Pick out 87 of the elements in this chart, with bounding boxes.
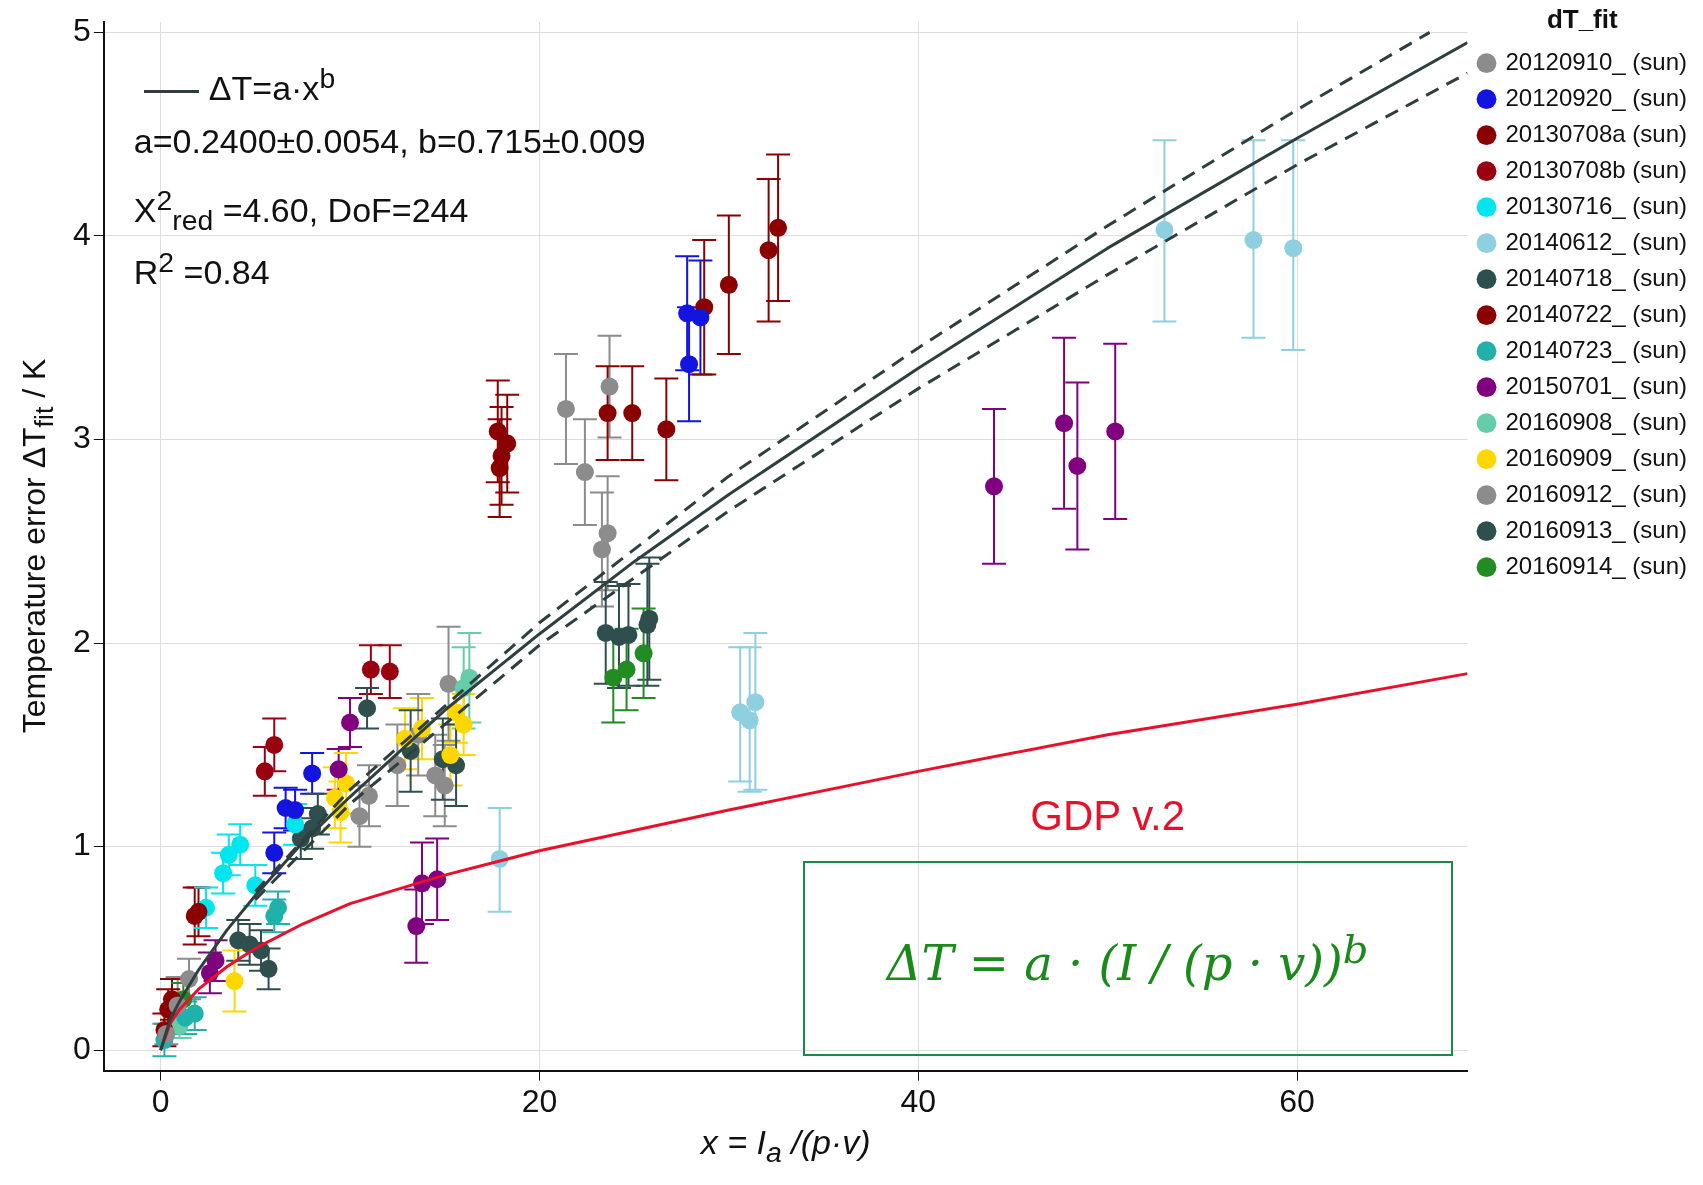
point bbox=[1068, 456, 1087, 475]
annotation: X$^{2}$$_{red}$ =4.60, DoF=244 bbox=[133, 184, 469, 238]
legend-label: 20160912_ (sun) bbox=[1505, 479, 1688, 507]
legend-label: 20150701_ (sun) bbox=[1505, 371, 1688, 399]
point bbox=[350, 807, 369, 826]
point bbox=[680, 355, 699, 374]
legend-label: 20140612_ (sun) bbox=[1505, 227, 1688, 255]
legend-label: 20120920_ (sun) bbox=[1505, 83, 1688, 111]
point bbox=[488, 422, 507, 441]
point bbox=[361, 660, 380, 679]
legend-label: 20140722_ (sun) bbox=[1505, 299, 1688, 327]
point bbox=[358, 699, 377, 718]
point bbox=[759, 241, 778, 260]
point bbox=[225, 972, 244, 991]
point bbox=[598, 404, 617, 423]
legend-label: 20130708a (sun) bbox=[1505, 119, 1688, 147]
x-axis-title: x = I$_{a}$ /(p·v) bbox=[700, 1122, 871, 1169]
y-tick-label: 4 bbox=[73, 215, 91, 252]
legend-label: 20140723_ (sun) bbox=[1505, 335, 1688, 363]
point bbox=[657, 420, 676, 439]
point bbox=[286, 801, 305, 820]
series-label: GDP v.2 bbox=[1030, 791, 1186, 839]
x-tick-label: 40 bbox=[900, 1082, 937, 1119]
x-tick-label: 20 bbox=[521, 1082, 558, 1119]
legend-title: dT_fit bbox=[1546, 4, 1618, 35]
point bbox=[1284, 239, 1303, 258]
legend-label: ΔT=a·x$^{b}$ bbox=[207, 62, 336, 109]
y-tick-label: 5 bbox=[73, 12, 91, 49]
point bbox=[359, 786, 378, 805]
y-tick-label: 2 bbox=[73, 622, 91, 659]
point bbox=[407, 917, 426, 936]
y-tick-label: 0 bbox=[73, 1030, 91, 1067]
x-tick-label: 0 bbox=[151, 1082, 170, 1119]
point bbox=[435, 776, 454, 795]
legend-label: 20140718_ (sun) bbox=[1505, 263, 1688, 291]
point bbox=[575, 463, 594, 482]
point bbox=[255, 762, 274, 781]
point bbox=[1155, 220, 1174, 239]
point bbox=[769, 218, 788, 237]
point bbox=[265, 735, 284, 754]
legend-label: 20130716_ (sun) bbox=[1505, 191, 1688, 219]
point bbox=[556, 399, 575, 418]
point bbox=[623, 404, 642, 423]
point bbox=[341, 713, 360, 732]
point bbox=[454, 715, 473, 734]
point bbox=[214, 864, 233, 883]
point bbox=[498, 434, 517, 453]
legend-label: 20130708b (sun) bbox=[1505, 155, 1688, 183]
point bbox=[746, 693, 765, 712]
x-tick-label: 60 bbox=[1279, 1082, 1315, 1119]
point bbox=[185, 1004, 204, 1023]
point bbox=[634, 644, 653, 663]
point bbox=[691, 308, 710, 327]
point bbox=[719, 275, 738, 294]
point bbox=[329, 760, 348, 779]
point bbox=[189, 902, 208, 921]
y-tick-label: 1 bbox=[73, 826, 91, 863]
point bbox=[617, 660, 636, 679]
point bbox=[592, 540, 611, 559]
annotation: ΔT = a · (I / (p · v))$^{b}$ bbox=[886, 925, 1369, 991]
point bbox=[265, 843, 284, 862]
point bbox=[600, 377, 619, 396]
legend-label: 20160913_ (sun) bbox=[1505, 515, 1688, 543]
point bbox=[1244, 231, 1263, 250]
legend-label: 20120910_ (sun) bbox=[1505, 47, 1688, 75]
point bbox=[985, 477, 1004, 496]
y-tick-label: 3 bbox=[73, 419, 91, 456]
legend-label: 20160909_ (sun) bbox=[1505, 443, 1688, 471]
point bbox=[604, 668, 623, 687]
point bbox=[206, 951, 225, 970]
annotation: R$^{2}$ =0.84 bbox=[133, 246, 270, 293]
point bbox=[219, 845, 238, 864]
point bbox=[1106, 422, 1125, 441]
point bbox=[740, 711, 759, 730]
point bbox=[259, 959, 278, 978]
point bbox=[1055, 414, 1074, 433]
point bbox=[231, 835, 250, 854]
point bbox=[380, 662, 399, 681]
point bbox=[441, 746, 460, 765]
point bbox=[303, 764, 322, 783]
legend-label: 20160914_ (sun) bbox=[1505, 551, 1688, 579]
point bbox=[598, 524, 617, 543]
point bbox=[619, 625, 638, 644]
legend-label: 20160908_ (sun) bbox=[1505, 407, 1688, 435]
point bbox=[439, 674, 458, 693]
point bbox=[269, 898, 288, 917]
annotation: a=0.2400±0.0054, b=0.715±0.009 bbox=[133, 122, 646, 162]
